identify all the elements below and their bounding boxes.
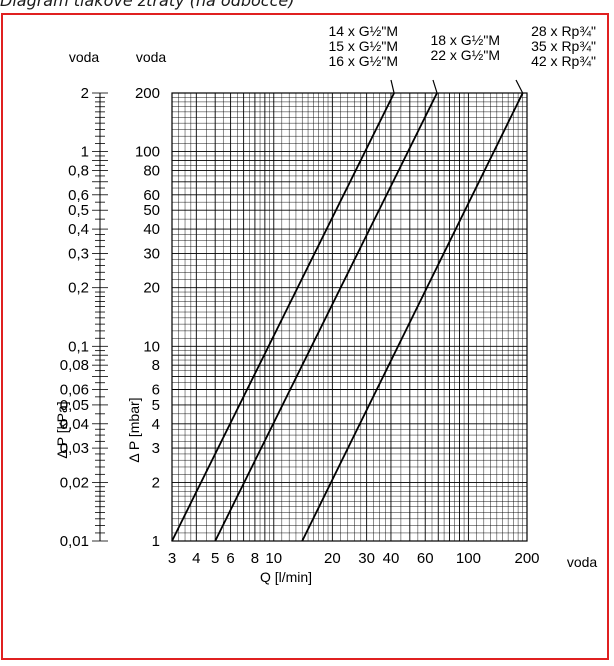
y2-tick-label: 0,8 [68, 162, 89, 179]
y-tick-label: 6 [152, 381, 160, 398]
y-tick-label: 5 [152, 397, 160, 414]
plot-border [171, 92, 528, 542]
y-tick-label: 3 [152, 440, 160, 457]
y2-tick-label: 0,1 [68, 338, 89, 355]
series-leader-line [432, 79, 438, 94]
y2-tick-label: 0,3 [68, 245, 89, 262]
y-medium-label: voda [136, 49, 167, 65]
y2-axis-label: Δ P [kPa] [54, 401, 70, 458]
series-line [214, 92, 438, 542]
x-tick-label: 6 [226, 550, 234, 567]
x-tick-label: 5 [211, 550, 219, 567]
series-label: 16 x G½"M [328, 53, 398, 69]
series-label: 14 x G½"M [328, 23, 398, 39]
y-tick-label: 40 [143, 221, 160, 238]
y2-tick-label: 0,2 [68, 280, 89, 297]
y2-tick-label: 0,06 [60, 381, 89, 398]
y2-tick-label: 0,08 [60, 357, 89, 374]
x-axis-label: Q [l/min] [260, 569, 312, 585]
series-label: 28 x Rp¾" [531, 23, 596, 39]
series-line [301, 92, 524, 542]
series-label: 22 x G½"M [430, 47, 500, 63]
y-tick-label: 60 [143, 187, 160, 204]
y-axis-label: Δ P [mbar] [126, 397, 142, 462]
x-tick-label: 10 [265, 550, 282, 567]
y-tick-label: 10 [143, 338, 160, 355]
y2-tick-label: 0,01 [60, 533, 89, 550]
y-tick-label: 200 [135, 85, 160, 102]
y-tick-label: 20 [143, 280, 160, 297]
y2-tick-label: 0,05 [60, 397, 89, 414]
y-tick-label: 2 [152, 474, 160, 491]
y-tick-label: 1 [152, 533, 160, 550]
series-label: 35 x Rp¾" [531, 38, 596, 54]
series-leader-line [390, 79, 395, 94]
chart-curves [171, 79, 524, 542]
x-tick-label: 20 [324, 550, 341, 567]
x-tick-label: 8 [251, 550, 259, 567]
y2-tick-label: 1 [81, 144, 89, 161]
y-tick-label: 80 [143, 162, 160, 179]
x-medium-label: voda [567, 554, 598, 570]
x-tick-label: 100 [456, 550, 481, 567]
y-tick-label: 100 [135, 144, 160, 161]
y2-tick-label: 0,5 [68, 202, 89, 219]
y-tick-label: 4 [152, 416, 160, 433]
series-leader-line [515, 79, 524, 94]
series-label: 18 x G½"M [430, 32, 500, 48]
chart-labels: 14 x G½"M15 x G½"M16 x G½"M 18 x G½"M22 x… [69, 23, 598, 570]
series-line [171, 92, 395, 542]
y2-tick-label: 0,02 [60, 474, 89, 491]
series-label: 15 x G½"M [328, 38, 398, 54]
y2-tick-label: 0,04 [60, 416, 89, 433]
x-tick-label: 40 [383, 550, 400, 567]
chart-grid [171, 92, 528, 542]
y2-tick-label: 2 [81, 85, 89, 102]
y-tick-label: 30 [143, 245, 160, 262]
y-tick-label: 8 [152, 357, 160, 374]
page-title: Diagram tlakové ztráty (na odbočce) [0, 0, 295, 10]
y2-tick-label: 0,4 [68, 221, 89, 238]
y2-tick-label: 0,6 [68, 187, 89, 204]
x-tick-label: 30 [358, 550, 375, 567]
x-tick-label: 60 [417, 550, 434, 567]
y2-tick-label: 0,03 [60, 440, 89, 457]
x-tick-label: 4 [192, 550, 200, 567]
x-tick-label: 3 [168, 550, 176, 567]
y-tick-label: 50 [143, 202, 160, 219]
x-tick-label: 200 [514, 550, 539, 567]
chart-frame [1, 13, 609, 660]
series-label: 42 x Rp¾" [531, 53, 596, 69]
y2-medium-label: voda [69, 49, 100, 65]
